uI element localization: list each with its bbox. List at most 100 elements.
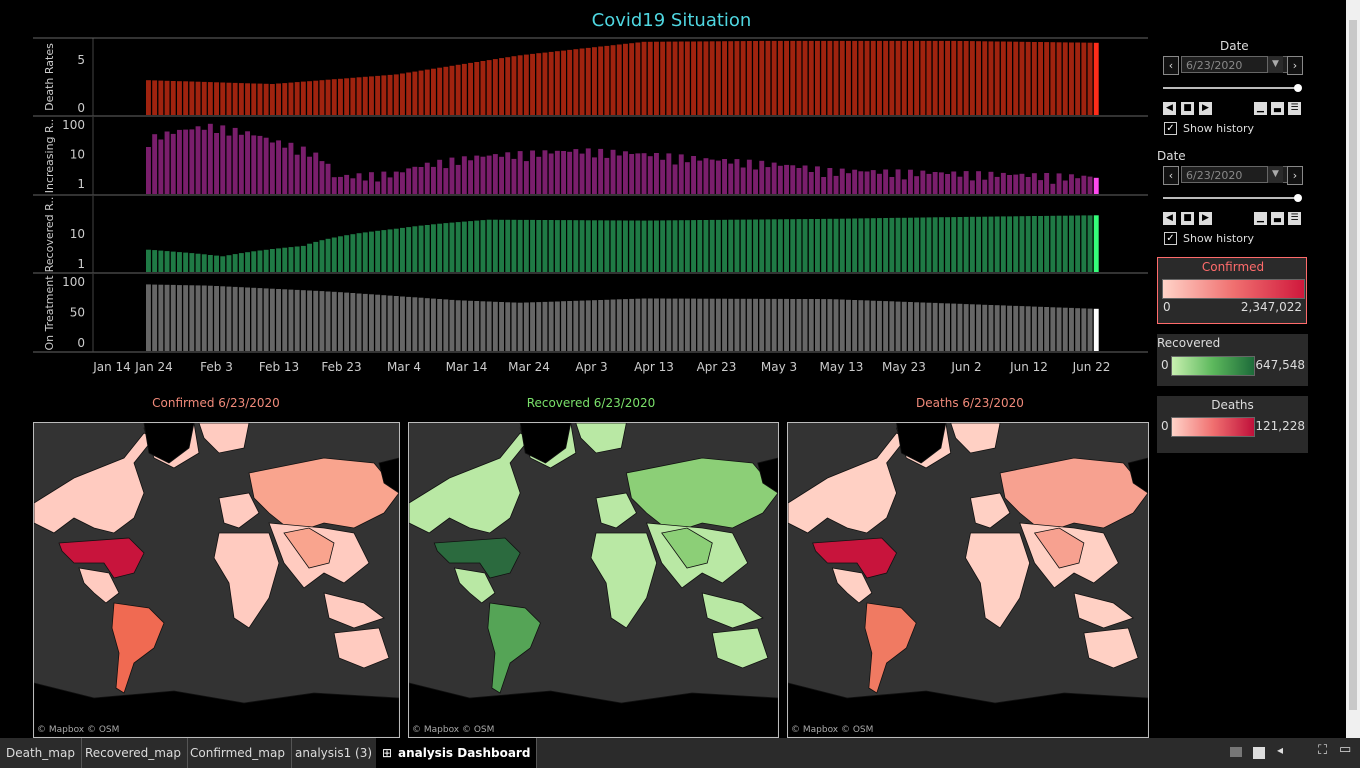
panel-label: Death Rates [43,43,56,111]
bar [945,217,950,272]
show-history-label: Show history [1183,232,1255,245]
bar [877,40,882,115]
play-forward-icon[interactable]: ▶ [1199,102,1212,115]
bar [263,137,269,194]
next-date-button[interactable]: › [1287,166,1303,185]
stop-icon[interactable]: ■ [1181,212,1194,225]
fullscreen-icon[interactable]: ⛶ [1318,743,1328,758]
bar [331,237,337,272]
bar [945,174,950,194]
date-slider[interactable] [1163,87,1300,89]
tab-analysis1[interactable]: analysis1 (3) [289,738,380,768]
bar [1038,306,1043,351]
bar [523,219,529,272]
chevron-down-icon[interactable]: ▼ [1267,166,1283,183]
bar [616,299,622,351]
speed-medium-icon[interactable]: ▃ [1271,102,1284,115]
bar [883,40,889,115]
speed-slow-icon[interactable]: ▁ [1254,212,1267,225]
y-tick-label: 100 [62,118,85,132]
map-attribution[interactable]: © Mapbox © OSM [37,725,120,735]
present-icon[interactable]: ▭ [1339,742,1352,757]
recovered-map[interactable]: © Mapbox © OSM [408,422,779,738]
bar [369,76,374,115]
map-attribution[interactable]: © Mapbox © OSM [791,725,874,735]
bar [1031,42,1037,115]
filmstrip-view-icon[interactable] [1230,747,1242,757]
deaths-legend[interactable]: Deaths 0 121,228 [1157,396,1308,453]
play-back-icon[interactable]: ◀ [1163,212,1176,225]
scrollbar-thumb[interactable] [1349,20,1357,710]
tab-analysis-dashboard[interactable]: ⊞ analysis Dashboard [376,738,538,768]
bar [474,62,480,115]
bar [269,288,275,351]
confirmed-map[interactable]: © Mapbox © OSM [33,422,400,738]
bar [784,164,789,194]
bar [406,227,412,272]
bar [437,159,443,194]
vertical-scrollbar[interactable] [1346,0,1360,738]
bar [920,170,926,194]
bar [431,224,436,272]
show-history-checkbox[interactable]: ✓ [1164,122,1177,135]
tab-death-map[interactable]: Death_map [0,738,82,768]
bar [647,220,653,272]
bar [195,81,201,115]
date-dropdown[interactable]: 6/23/2020 [1181,166,1293,183]
date-slider-thumb[interactable] [1294,194,1302,202]
prev-date-button[interactable]: ‹ [1163,56,1179,75]
no-data-region [757,457,778,494]
bar [796,168,802,194]
recovered-legend[interactable]: Recovered 0 647,548 [1157,334,1308,386]
bar [765,298,771,351]
bar [517,151,523,194]
show-history-checkbox[interactable]: ✓ [1164,232,1177,245]
bar [1075,42,1081,115]
country-region [433,537,521,579]
scroll-left-icon[interactable]: ◂ [1277,743,1284,757]
bar [815,166,820,194]
chevron-down-icon[interactable]: ▼ [1267,56,1283,73]
bar [1081,42,1087,115]
deaths-map[interactable]: © Mapbox © OSM [787,422,1149,738]
bar [920,40,926,115]
bar [839,40,845,115]
play-back-icon[interactable]: ◀ [1163,102,1176,115]
bar [889,40,895,115]
bar [282,147,288,194]
speed-slow-icon[interactable]: ▁ [1254,102,1267,115]
date-slider[interactable] [1163,197,1300,199]
speed-fast-icon[interactable]: ☰ [1288,212,1301,225]
bar [846,218,851,272]
speed-medium-icon[interactable]: ▃ [1271,212,1284,225]
bar [195,253,201,272]
bar [1075,308,1081,351]
confirmed-legend[interactable]: Confirmed 0 2,347,022 [1157,257,1307,324]
play-forward-icon[interactable]: ▶ [1199,212,1212,225]
bar [1000,305,1006,351]
tab-recovered-map[interactable]: Recovered_map [79,738,188,768]
speed-fast-icon[interactable]: ☰ [1288,102,1301,115]
bar [356,233,362,272]
bar [437,223,443,272]
bar [393,74,399,115]
bar [319,80,325,115]
bar [969,216,975,272]
bar [585,300,591,351]
bar [319,240,325,272]
prev-date-button[interactable]: ‹ [1163,166,1179,185]
bar [926,217,932,272]
next-date-button[interactable]: › [1287,56,1303,75]
country-region [218,492,260,529]
no-data-region [378,457,399,494]
bar [598,220,604,272]
country-region [333,627,390,669]
tab-confirmed-map[interactable]: Confirmed_map [184,738,292,768]
bar [313,290,319,351]
date-slider-thumb[interactable] [1294,84,1302,92]
map-attribution[interactable]: © Mapbox © OSM [412,725,495,735]
bar [988,305,994,351]
deaths-map-title: Deaths 6/23/2020 [916,396,1024,410]
stop-icon[interactable]: ■ [1181,102,1194,115]
grid-view-icon[interactable] [1253,747,1265,759]
